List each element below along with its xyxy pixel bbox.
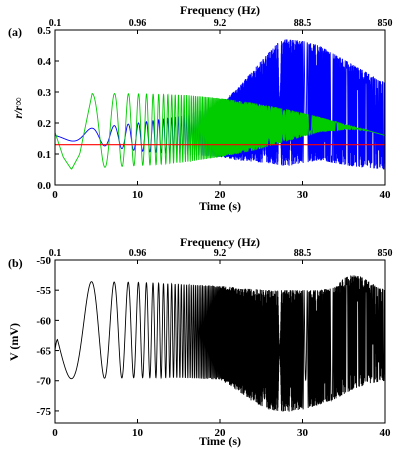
panel-a-y-tick-label: 0.0 bbox=[37, 180, 51, 192]
panel-a-plot-area bbox=[54, 39, 386, 170]
panel-a-top-tick-label: 9.2 bbox=[214, 18, 227, 29]
panel-b-label: (b) bbox=[8, 256, 23, 270]
panel-a-x-tick-label: 0 bbox=[52, 189, 58, 201]
panel-b-plot-area bbox=[54, 275, 386, 412]
panel-a-top-axis-title: Frequency (Hz) bbox=[180, 3, 260, 17]
panel-b-top-tick-label: 0.1 bbox=[49, 248, 62, 259]
panel-b-y-axis-title: V (mV) bbox=[7, 323, 21, 361]
panel-b-y-tick-label: -65 bbox=[36, 346, 51, 358]
panel-a-y-tick-label: 0.3 bbox=[37, 87, 51, 99]
panel-a-x-tick-label: 30 bbox=[297, 189, 309, 201]
panel-b-top-tick-label: 0.96 bbox=[129, 248, 147, 259]
panel-a-label: (a) bbox=[8, 25, 22, 39]
panel-b-y-tick-label: -70 bbox=[36, 376, 51, 388]
panel-a-ticks: 0 10 20 30 40 0.1 0.96 9.2 88.5 850 0.0 0.1 0.2 0.3 0.… bbox=[37, 18, 392, 201]
panel-a-y-tick-label: 0.1 bbox=[37, 149, 51, 161]
panel-a-y-tick-label: 0.2 bbox=[37, 118, 51, 130]
panel-b-series-0-line bbox=[54, 275, 386, 412]
panel-b-top-tick-label: 88.5 bbox=[294, 248, 312, 259]
panel-b-x-tick-label: 0 bbox=[52, 427, 58, 439]
panel-a-y-tick-label: 0.4 bbox=[37, 56, 51, 68]
panel-a-top-tick-label: 0.96 bbox=[129, 18, 147, 29]
panel-b-top-axis-title: Frequency (Hz) bbox=[180, 235, 260, 249]
panel-b-top-tick-label: 850 bbox=[378, 248, 393, 259]
panel-b-y-tick-label: -50 bbox=[36, 255, 51, 267]
panel-a-top-tick-label: 88.5 bbox=[294, 18, 312, 29]
panel-b-x-tick-label: 30 bbox=[297, 427, 309, 439]
panel-a-y-axis-title: r/r∞ bbox=[11, 97, 25, 118]
panel-a-x-tick-label: 40 bbox=[380, 189, 392, 201]
panel-b-y-tick-label: -55 bbox=[36, 285, 51, 297]
panel-b-chart: 0 10 20 30 40 0.1 0.96 9.2 88.5 850 -50 -55 -60 -65 -7… bbox=[7, 235, 393, 448]
panel-a-x-axis-title: Time (s) bbox=[199, 199, 241, 213]
panel-a-x-tick-label: 20 bbox=[215, 189, 227, 201]
panel-a-top-tick-label: 850 bbox=[378, 18, 393, 29]
panel-a-top-tick-label: 0.1 bbox=[49, 18, 62, 29]
panel-a-chart: 0 10 20 30 40 0.1 0.96 9.2 88.5 850 0.0 0.1 0.2 0.3 0.… bbox=[8, 3, 393, 213]
panel-b-x-axis-title: Time (s) bbox=[199, 434, 241, 448]
panel-b-ticks: 0 10 20 30 40 0.1 0.96 9.2 88.5 850 -50 -55 -60 -65 -7… bbox=[36, 248, 392, 439]
panel-a-x-tick-label: 10 bbox=[132, 189, 144, 201]
panel-a-y-tick-label: 0.5 bbox=[37, 25, 51, 37]
panel-b-x-tick-label: 10 bbox=[132, 427, 144, 439]
panel-a-series-1-line bbox=[54, 93, 386, 170]
panel-b-y-tick-label: -60 bbox=[36, 315, 51, 327]
panel-b-top-tick-label: 9.2 bbox=[214, 248, 227, 259]
panel-b-y-tick-label: -75 bbox=[36, 406, 51, 418]
panel-b-x-tick-label: 20 bbox=[215, 427, 227, 439]
panel-b-x-tick-label: 40 bbox=[380, 427, 392, 439]
